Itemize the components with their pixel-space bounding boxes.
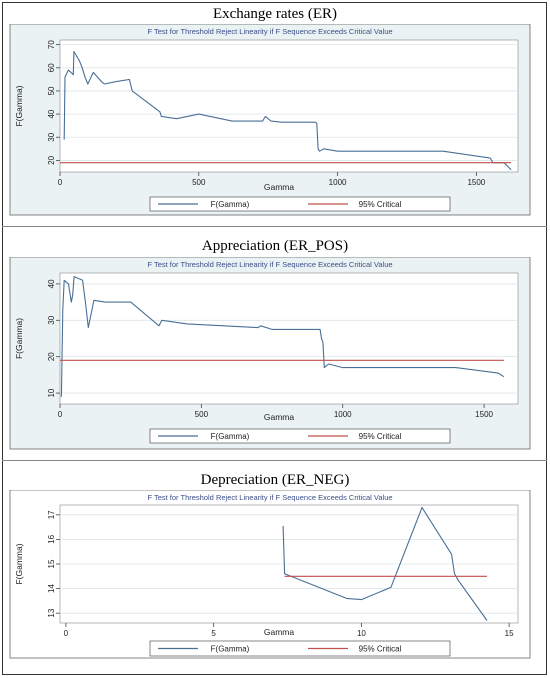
y-tick-label: 13 <box>47 608 56 617</box>
plot-area <box>59 272 519 405</box>
panel-3-heading: Depreciation (ER_NEG) <box>200 472 350 488</box>
chart-exchange-rates: F Test for Threshold Reject Linearity if… <box>9 24 531 216</box>
y-axis-label: F(Gamma) <box>14 543 24 584</box>
panel-separator <box>2 226 547 227</box>
panel-separator <box>2 460 547 461</box>
legend-label: 95% Critical <box>359 432 402 441</box>
f-gamma-line <box>60 276 505 397</box>
y-tick-label: 70 <box>47 40 56 49</box>
panel-2-heading: Appreciation (ER_POS) <box>201 238 349 254</box>
x-axis-label: Gamma <box>264 627 295 637</box>
y-tick-label: 10 <box>47 388 56 397</box>
plot-area <box>59 39 519 173</box>
x-tick-label: 1000 <box>334 410 352 419</box>
legend-box <box>149 196 451 212</box>
x-axis-label: Gamma <box>264 182 295 192</box>
y-axis-label: F(Gamma) <box>14 85 24 126</box>
chart-title: F Test for Threshold Reject Linearity if… <box>147 27 392 36</box>
legend-label: F(Gamma) <box>211 200 250 209</box>
x-tick-label: 500 <box>192 178 206 187</box>
y-tick-label: 50 <box>47 86 56 95</box>
chart-depreciation: F Test for Threshold Reject Linearity if… <box>9 490 531 659</box>
x-tick-label: 500 <box>195 410 209 419</box>
y-tick-label: 30 <box>47 315 56 324</box>
legend-label: 95% Critical <box>359 200 402 209</box>
chart-title: F Test for Threshold Reject Linearity if… <box>147 493 392 502</box>
x-tick-label: 0 <box>64 629 69 638</box>
y-tick-label: 20 <box>47 155 56 164</box>
x-tick-label: 1500 <box>475 410 493 419</box>
y-tick-label: 40 <box>47 279 56 288</box>
y-tick-label: 17 <box>47 510 56 519</box>
x-tick-label: 15 <box>505 629 514 638</box>
x-tick-label: 0 <box>58 410 63 419</box>
x-tick-label: 10 <box>357 629 366 638</box>
legend-label: F(Gamma) <box>211 645 250 654</box>
x-tick-label: 5 <box>211 629 216 638</box>
x-tick-label: 0 <box>58 178 63 187</box>
chart-appreciation: F Test for Threshold Reject Linearity if… <box>9 257 531 450</box>
f-gamma-line <box>282 506 488 621</box>
legend-box <box>149 640 451 657</box>
legend-label: F(Gamma) <box>211 432 250 441</box>
chart-title: F Test for Threshold Reject Linearity if… <box>147 260 392 269</box>
legend-label: 95% Critical <box>359 645 402 654</box>
y-tick-label: 14 <box>47 584 56 593</box>
y-tick-label: 15 <box>47 559 56 568</box>
f-gamma-line <box>63 51 512 171</box>
y-tick-label: 16 <box>47 534 56 543</box>
y-axis-label: F(Gamma) <box>14 318 24 359</box>
y-tick-label: 40 <box>47 109 56 118</box>
y-tick-label: 30 <box>47 132 56 141</box>
x-axis-label: Gamma <box>264 412 295 422</box>
x-tick-label: 1500 <box>467 178 485 187</box>
x-tick-label: 1000 <box>329 178 347 187</box>
panel-1-heading: Exchange rates (ER) <box>212 6 338 22</box>
legend-box <box>149 428 451 444</box>
y-tick-label: 20 <box>47 352 56 361</box>
y-tick-label: 60 <box>47 63 56 72</box>
